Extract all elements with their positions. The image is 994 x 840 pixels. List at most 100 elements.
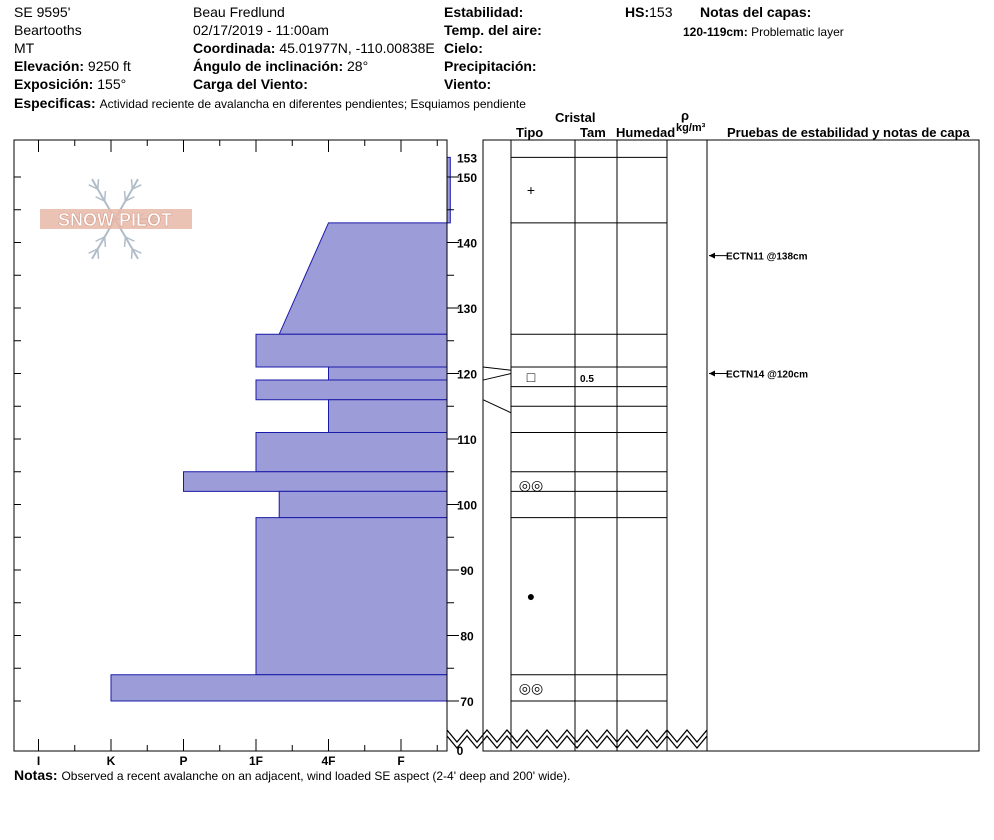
hardness-frame [13,139,448,752]
x-tick-label-1F: 1F [249,754,263,768]
col-tests: Pruebas de estabilidad y notas de capa [727,125,970,140]
snowflake-branch [131,184,142,190]
elevation-label: Elevación: [14,58,85,74]
observer: Beau Fredlund [193,4,285,20]
snowflake-branch [123,236,127,247]
y-tick-label-100: 100 [457,499,477,513]
hardness-layer-5 [328,399,448,433]
slope-angle: Ángulo de inclinación: 28° [193,58,368,74]
air-temp-label: Temp. del aire: [444,22,542,38]
range: Beartooths [14,22,82,38]
snowflake-branch [95,236,105,242]
notes: Notas: Observed a recent avalanche on an… [14,767,570,784]
snowflake-branch [123,191,127,202]
coordinates: Coordinada: 45.01977N, -110.00838E [193,40,435,56]
wind-load-label: Carga del Viento: [193,76,308,92]
col-density: kg/m³ [676,122,706,134]
layer-note: 120-119cm: Problematic layer [683,24,844,40]
col-moisture: Humedad [616,125,676,140]
sky-label: Cielo: [444,40,483,56]
snowflake-branch [95,196,105,202]
grain-symbols: + □ 0.5 ◎◎ ● ◎◎ [519,182,595,696]
grid-connector [482,373,512,381]
layer-notes-label: Notas del capas: [700,4,812,20]
y-tick-label-80: 80 [460,630,474,644]
col-rho: ρ [681,108,690,123]
snowflake-branch [130,248,133,259]
notes-label: Notas: [14,767,58,783]
hardness-layer-2 [255,333,448,368]
hs: HS:153 [625,4,672,20]
aspect-label: Exposición: [14,76,94,92]
col-crystal: Cristal [555,110,596,125]
y-tick-label-110: 110 [457,433,477,447]
aspect-value: 155° [97,76,127,92]
snowflake-branch [125,196,135,202]
coord-value: 45.01977N, -110.00838E [279,40,435,56]
col-type: Tipo [516,125,544,140]
hs-value: 153 [649,4,673,20]
notes-text: Observed a recent avalanche on an adjace… [61,769,571,783]
logo-text: SNOW PILOT [58,210,172,230]
location: SE 9595' [14,4,71,20]
test-arrow-head [709,370,715,377]
grid-connector [482,399,512,414]
elevation: Elevación: 9250 ft [14,58,131,74]
hardness-layer-8 [278,490,448,519]
slope-value: 28° [347,58,369,74]
precip-label: Precipitación: [444,58,537,74]
hardness-layer-4 [255,379,448,401]
hardness-layer-6 [255,431,448,473]
hardness-layer-3 [328,366,448,381]
y-tick-label-140: 140 [457,237,477,251]
height-axis: 70 80 90 100 110 120 130 140 150 153 0 [14,151,477,758]
axis-break-zigzag [446,728,708,744]
layer-note-depth: 120-119cm: [683,25,748,39]
x-tick-label-F: F [397,754,404,768]
snowflake-branch [97,179,100,190]
hs-label: HS: [625,4,650,20]
y-tick-label-120: 120 [457,368,477,382]
specifics-text: Actividad reciente de avalancha en difer… [99,97,526,111]
snow-pilot-logo: SNOW PILOT [40,178,192,260]
hardness-layer-9 [255,517,448,676]
x-tick-label-K: K [107,754,116,768]
stability-tests: ECTN11 @138cm ECTN14 @120cm [709,252,808,381]
hardness-layer-10 [110,674,448,702]
layer-note-text: Problematic layer [751,25,844,39]
x-tick-label-P: P [179,754,187,768]
snowflake-branch [88,184,99,190]
axis-break-zigzag [446,734,708,750]
x-tick-label-4F: 4F [321,754,335,768]
grain-symbol-4: ◎◎ [519,680,543,696]
grain-size-1: 0.5 [580,374,594,385]
aspect: Exposición: 155° [14,76,126,92]
y-tick-label-70: 70 [460,695,474,709]
state: MT [14,40,35,56]
grain-symbol-1: □ [527,369,536,385]
stability-label: Estabilidad: [444,4,524,20]
snowflake-branch [88,248,99,254]
test-label-1: ECTN14 @120cm [726,370,808,381]
col-size: Tam [580,125,606,140]
hardness-layer-1 [278,222,448,335]
hardness-axis: I K P 1F 4F F [37,140,438,768]
grid-frame [482,139,980,752]
coord-label: Coordinada: [193,40,276,56]
y-tick-label-153: 153 [457,151,477,165]
specifics: Especificas: Actividad reciente de avala… [14,95,526,112]
wind-label: Viento: [444,76,492,92]
slope-label: Ángulo de inclinación: [193,58,344,74]
snowflake-branch [125,236,135,242]
test-label-0: ECTN11 @138cm [726,252,808,263]
layer-grid [446,139,980,752]
snowflake-branch [103,236,107,247]
snowflake-branch [130,179,133,190]
hardness-layer-7 [183,471,448,492]
grid-connector [482,366,512,371]
y-tick-label-130: 130 [457,302,477,316]
datetime: 02/17/2019 - 11:00am [193,22,329,38]
snowflake-branch [103,191,107,202]
elevation-value: 9250 ft [87,58,131,74]
